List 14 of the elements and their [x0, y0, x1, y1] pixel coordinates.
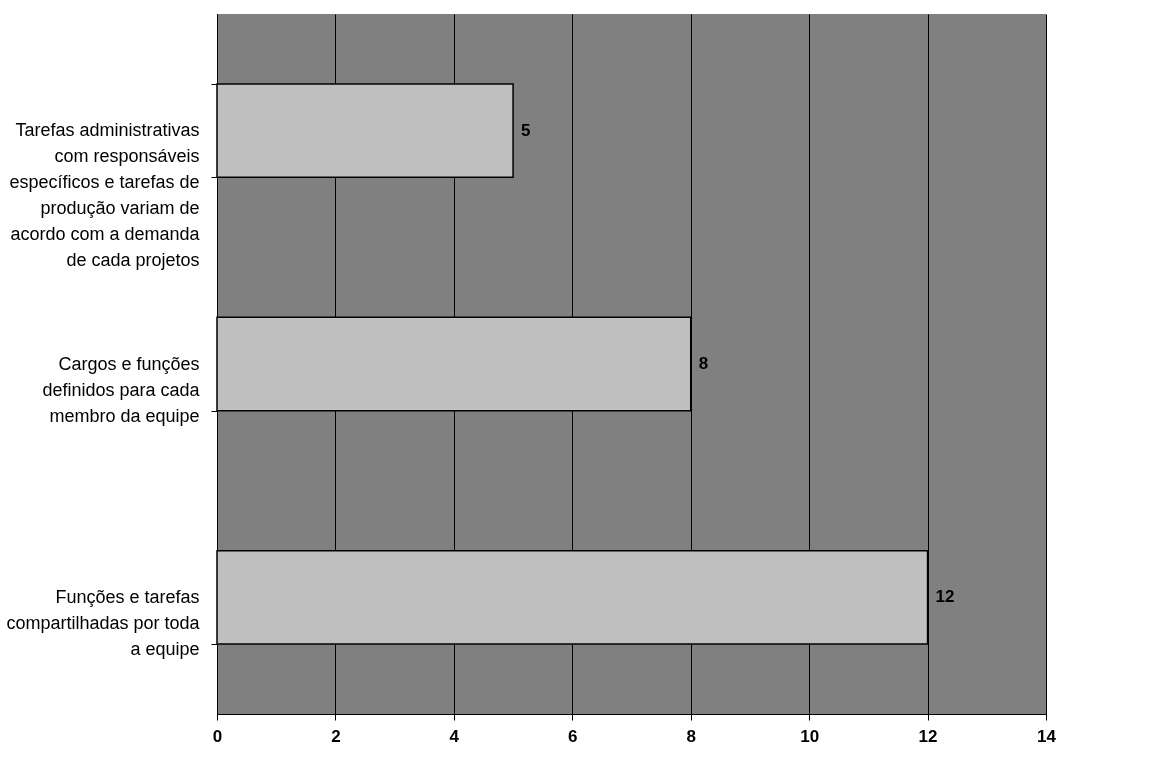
x-tick-label: 10 [800, 726, 820, 746]
x-tick-label: 14 [1037, 726, 1057, 746]
data-label: 12 [935, 587, 955, 607]
data-label: 8 [698, 354, 709, 373]
y-tick-label: Cargos e funções definidos para cada membro da equipe [42, 353, 201, 426]
y-tick-label: Funções e tarefas compartilhadas por toda a equipe [6, 586, 201, 659]
x-tick-label: 12 [918, 726, 938, 746]
x-tick-label: 2 [331, 726, 341, 746]
x-tick-label: 6 [568, 726, 578, 746]
x-tick-label: 0 [212, 726, 223, 746]
x-tick-label: 4 [449, 726, 460, 746]
x-tick-label: 8 [686, 726, 696, 746]
data-label: 5 [521, 120, 531, 140]
y-tick-label: Tarefas administrativas com responsáveis específicos e tarefas de produção variam de acordo com a demanda de cada projetos [9, 120, 201, 271]
